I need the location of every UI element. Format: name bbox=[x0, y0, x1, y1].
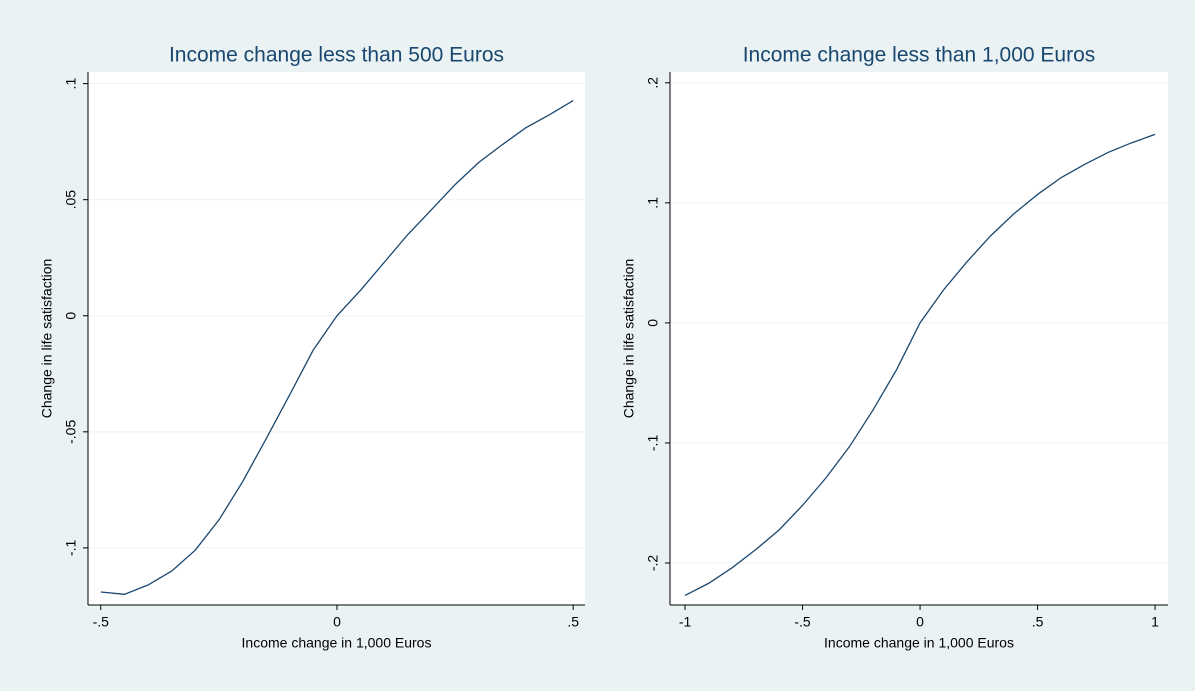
y-tick-label: 0 bbox=[645, 319, 661, 327]
y-tick-label: .2 bbox=[645, 77, 661, 89]
y-tick-label: -.05 bbox=[63, 420, 79, 444]
y-tick-label: .05 bbox=[63, 190, 79, 210]
x-tick-label: 0 bbox=[333, 614, 341, 630]
x-tick-label: 0 bbox=[916, 614, 924, 630]
chart-title: Income change less than 500 Euros bbox=[169, 44, 504, 67]
chart-title: Income change less than 1,000 Euros bbox=[743, 44, 1096, 67]
x-tick-label: -.5 bbox=[794, 614, 811, 630]
plot-area bbox=[88, 72, 585, 605]
x-tick-label: 1 bbox=[1151, 614, 1159, 630]
plot-area bbox=[670, 72, 1168, 605]
y-tick-label: -.2 bbox=[645, 555, 661, 572]
data-line bbox=[100, 99, 574, 595]
x-axis-label: Income change in 1,000 Euros bbox=[824, 635, 1014, 651]
x-tick-label: -.5 bbox=[93, 614, 110, 630]
data-line bbox=[684, 133, 1156, 596]
y-axis-label: Change in life satisfaction bbox=[39, 259, 55, 419]
y-axis-label: Change in life satisfaction bbox=[621, 259, 637, 419]
x-tick-label: .5 bbox=[1032, 614, 1044, 630]
y-tick-label: -.1 bbox=[63, 540, 79, 557]
x-tick-label: -1 bbox=[679, 614, 692, 630]
y-tick-label: 0 bbox=[63, 312, 79, 320]
y-tick-label: .1 bbox=[63, 78, 79, 90]
y-tick-label: -.1 bbox=[645, 435, 661, 452]
x-axis-label: Income change in 1,000 Euros bbox=[242, 635, 432, 651]
y-tick-label: .1 bbox=[645, 197, 661, 209]
x-tick-label: .5 bbox=[567, 614, 579, 630]
